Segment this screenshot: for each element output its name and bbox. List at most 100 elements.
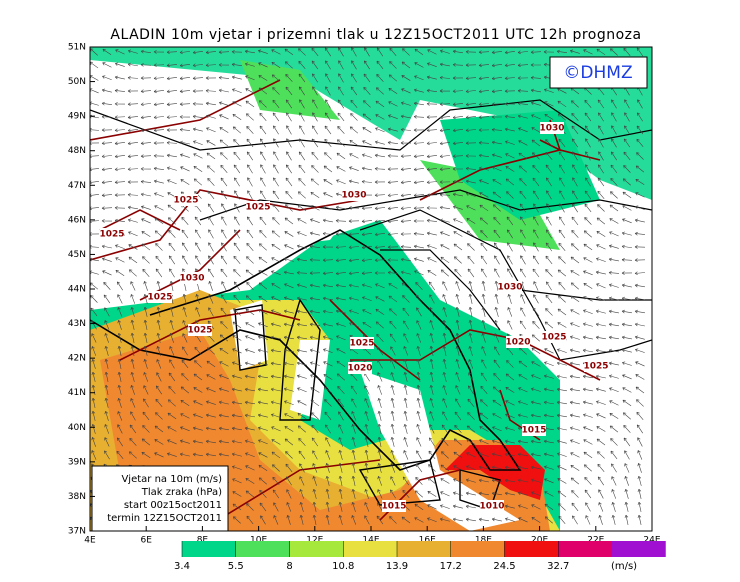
wind-arrow	[413, 231, 425, 236]
wind-arrow	[350, 385, 358, 395]
wind-arrow	[312, 476, 317, 486]
wind-arrow	[129, 437, 137, 446]
wind-arrow	[91, 333, 97, 343]
wind-arrow	[530, 75, 542, 80]
wind-arrow	[416, 333, 421, 343]
wind-arrow	[348, 206, 360, 210]
wind-arrow	[440, 464, 450, 472]
wind-arrow	[453, 218, 463, 224]
wind-arrow	[270, 335, 281, 340]
isobar-label-bg	[506, 336, 530, 348]
wind-arrow	[517, 478, 528, 483]
wind-arrow	[546, 203, 552, 213]
wind-arrow	[195, 255, 201, 265]
wind-arrow	[569, 49, 580, 54]
wind-arrow	[556, 49, 567, 54]
wind-arrow	[167, 399, 176, 407]
wind-arrow	[168, 230, 176, 238]
wind-arrow	[624, 463, 630, 473]
wind-arrow	[610, 151, 617, 161]
wind-arrow	[520, 307, 526, 317]
wind-arrow	[439, 218, 450, 223]
wind-arrow	[101, 115, 113, 119]
wind-arrow	[530, 63, 542, 67]
wind-arrow	[453, 451, 463, 459]
wind-arrow	[245, 100, 255, 108]
wind-arrow	[167, 439, 177, 445]
wind-arrow	[465, 63, 477, 67]
wind-arrow	[130, 411, 136, 421]
wind-arrow	[634, 231, 646, 236]
wind-arrow	[544, 321, 554, 329]
wind-arrow	[206, 152, 216, 160]
wind-arrow	[621, 244, 632, 249]
wind-arrow	[478, 153, 489, 158]
wind-arrow	[468, 372, 474, 382]
wind-arrow	[245, 452, 255, 458]
wind-arrow	[273, 515, 279, 525]
wind-arrow	[455, 319, 460, 330]
wind-arrow	[285, 177, 293, 187]
wind-arrow	[585, 502, 591, 512]
wind-arrow	[155, 385, 162, 395]
wind-arrow	[324, 411, 332, 421]
wind-arrow	[452, 49, 463, 54]
wind-arrow	[208, 255, 214, 265]
wind-arrow	[363, 100, 371, 108]
wind-arrow	[403, 410, 408, 421]
isobar-label: 1015	[521, 426, 546, 436]
wind-arrow	[387, 232, 399, 237]
wind-arrow	[387, 258, 399, 262]
wind-arrow	[231, 75, 242, 80]
wind-arrow	[571, 229, 579, 238]
wind-arrow	[374, 271, 386, 275]
lat-label: 47N	[68, 181, 86, 191]
wind-arrow	[559, 203, 565, 213]
wind-arrow	[309, 309, 320, 314]
wind-arrow	[585, 177, 591, 187]
wind-arrow	[611, 501, 616, 512]
wind-arrow	[492, 166, 502, 172]
wind-arrow	[557, 308, 567, 316]
wind-arrow	[426, 115, 438, 119]
wind-arrow	[611, 476, 617, 486]
wind-arrow	[491, 140, 502, 145]
isobar-label-bg	[246, 201, 270, 213]
wind-arrow	[102, 62, 112, 68]
wind-arrow	[102, 48, 112, 56]
wind-arrow	[364, 515, 370, 525]
wind-arrow	[558, 281, 566, 290]
wind-arrow	[442, 332, 447, 343]
wind-arrow	[504, 465, 515, 470]
wind-arrow	[233, 255, 241, 265]
wind-arrow	[325, 424, 331, 434]
wind-arrow	[104, 333, 109, 343]
wind-arrow	[167, 426, 177, 432]
wind-arrow	[609, 204, 619, 212]
wind-arrow	[143, 306, 148, 317]
wind-arrow	[297, 204, 307, 212]
wind-arrow	[634, 271, 646, 276]
wind-arrow	[453, 491, 463, 496]
wind-arrow	[596, 231, 606, 237]
wind-arrow	[258, 309, 268, 315]
wind-arrow	[156, 359, 162, 369]
wind-arrow	[284, 231, 294, 237]
wind-arrow	[569, 413, 580, 418]
lat-label: 48N	[68, 146, 86, 156]
wind-arrow	[416, 450, 422, 460]
wind-arrow	[400, 127, 412, 132]
wind-arrow	[532, 321, 540, 329]
wind-arrow	[507, 268, 513, 278]
wind-arrows	[90, 47, 646, 525]
wind-arrow	[611, 125, 617, 135]
wind-arrow	[233, 242, 241, 252]
wind-arrow	[179, 439, 190, 444]
wind-arrow	[468, 293, 473, 304]
wind-arrow	[374, 206, 386, 211]
wind-arrow	[610, 177, 618, 186]
wind-arrow	[387, 219, 398, 224]
wind-arrow	[284, 257, 294, 262]
wind-arrow	[323, 165, 333, 173]
wind-arrow	[140, 154, 152, 158]
